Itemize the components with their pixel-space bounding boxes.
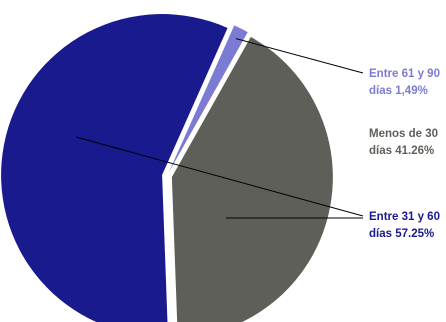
pie-slice-1 [168, 25, 248, 173]
slice-label-3: Entre 31 y 60 días 57.25% [369, 211, 440, 240]
slice-label-1: Entre 61 y 90 días 1,49% [369, 68, 440, 97]
slice-label-2: Menos de 30 días 41.26% [369, 128, 438, 157]
slice-label-line: días 57.25% [369, 228, 434, 240]
pie-slice-3 [1, 14, 228, 322]
leader-line-3 [75, 136, 364, 217]
slice-label-line: Menos de 30 [369, 128, 438, 140]
pie-slices [1, 14, 333, 322]
slice-label-line: días 1,49% [369, 85, 428, 97]
pie-slice-2 [171, 36, 333, 322]
leader-lines [75, 38, 364, 219]
slice-label-line: Entre 31 y 60 [369, 211, 440, 223]
leader-line-1 [235, 38, 364, 74]
slice-label-line: días 41.26% [369, 145, 434, 157]
slice-labels: Entre 61 y 90 días 1,49% Menos de 30 días 4… [369, 68, 440, 240]
slice-label-line: Entre 61 y 90 [369, 68, 440, 80]
